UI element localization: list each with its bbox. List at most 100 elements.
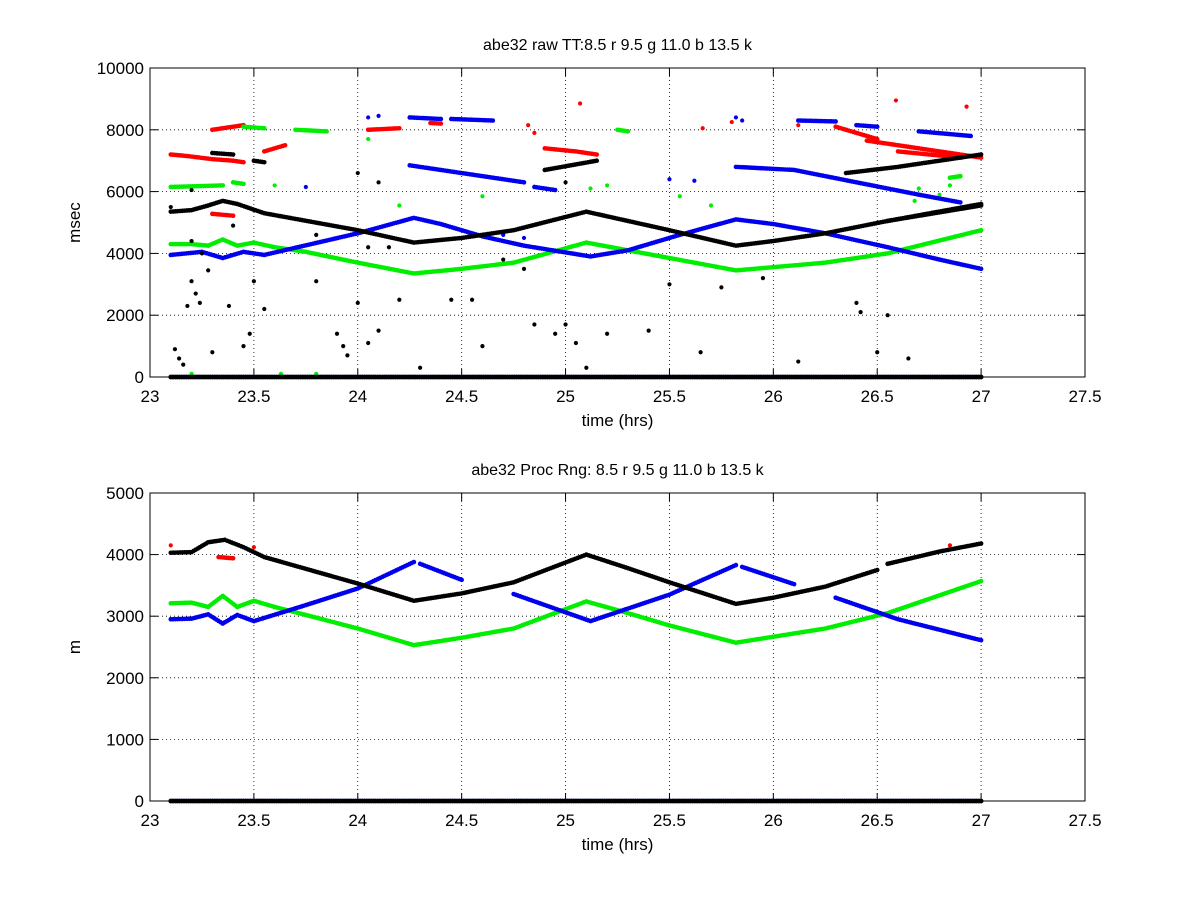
raw-tt-point-r xyxy=(578,101,583,106)
raw-tt-point-k xyxy=(193,291,198,296)
raw-tt-point-k xyxy=(978,203,984,208)
raw-tt-y-tick-label: 0 xyxy=(135,368,144,387)
raw-tt-ylabel: msec xyxy=(65,202,84,243)
raw-tt-point-k xyxy=(469,297,475,302)
raw-tt-point-k xyxy=(199,251,205,256)
raw-tt-point-k xyxy=(501,257,506,262)
proc-rng-x-tick-label: 26.5 xyxy=(861,811,894,830)
proc-rng-plot-area xyxy=(150,493,1085,801)
raw-tt-point-k xyxy=(854,300,859,305)
raw-tt-point-g xyxy=(912,198,917,203)
raw-tt-point-b xyxy=(376,113,381,118)
raw-tt-point-g xyxy=(366,136,371,142)
raw-tt-point-k xyxy=(885,313,890,318)
proc-rng-y-tick-label: 4000 xyxy=(106,546,144,565)
raw-tt-y-tick-label: 6000 xyxy=(106,183,144,202)
raw-tt-point-k xyxy=(189,187,194,193)
raw-tt-x-tick-label: 23.5 xyxy=(237,387,270,406)
raw-tt-point-k xyxy=(251,279,256,284)
raw-tt-y-tick-label: 4000 xyxy=(106,244,144,263)
raw-tt-point-k xyxy=(181,362,186,367)
proc-rng-point-r xyxy=(230,555,236,561)
raw-tt-point-k xyxy=(978,152,984,157)
proc-rng-point-b xyxy=(411,559,417,565)
raw-tt-x-tick-label: 24 xyxy=(348,387,367,406)
raw-tt-point-b xyxy=(552,187,558,193)
raw-tt-point-k xyxy=(314,232,319,237)
raw-tt-point-k xyxy=(334,331,340,336)
raw-tt-point-g xyxy=(397,203,402,208)
proc-rng-x-tick-label: 25 xyxy=(556,811,575,830)
raw-tt-plot-area xyxy=(150,68,1085,377)
proc-rng-x-tick-label: 23 xyxy=(141,811,160,830)
raw-tt-point-g xyxy=(272,183,277,188)
raw-tt-axes-frame xyxy=(149,67,1086,378)
proc-rng-point-r xyxy=(168,543,173,548)
raw-tt-point-b xyxy=(303,184,308,190)
raw-tt-point-r xyxy=(796,123,801,128)
proc-rng-y-tick-label: 2000 xyxy=(106,669,144,688)
raw-tt-point-k xyxy=(584,365,589,370)
raw-tt-point-b xyxy=(968,133,974,139)
raw-tt-x-tick-label: 27.5 xyxy=(1068,387,1101,406)
raw-tt-point-b xyxy=(978,266,984,272)
proc-rng-x-tick-label: 24.5 xyxy=(445,811,478,830)
raw-tt-point-k xyxy=(858,310,863,315)
raw-tt-y-tick-label: 10000 xyxy=(97,59,144,78)
raw-tt-point-k xyxy=(480,344,485,349)
proc-rng-xlabel: time (hrs) xyxy=(582,835,654,854)
raw-tt-point-g xyxy=(220,183,226,188)
proc-rng-x-tick-label: 25.5 xyxy=(653,811,686,830)
raw-tt-point-k xyxy=(176,356,182,361)
raw-tt-point-k xyxy=(241,344,246,349)
raw-tt-point-k xyxy=(189,279,194,284)
raw-tt-point-r xyxy=(230,213,236,219)
proc-rng-point-b xyxy=(791,581,797,587)
raw-tt-point-k xyxy=(397,297,402,302)
raw-tt-point-r xyxy=(532,130,537,135)
raw-tt-point-k xyxy=(341,344,346,349)
proc-rng-axes: abe32 Proc Rng: 8.5 r 9.5 g 11.0 b 13.5 … xyxy=(65,462,1102,854)
raw-tt-point-k xyxy=(667,282,672,287)
raw-tt-point-k xyxy=(230,152,236,157)
raw-tt-point-b xyxy=(833,119,838,124)
raw-tt-point-k xyxy=(355,170,360,176)
raw-tt-x-tick-label: 24.5 xyxy=(445,387,478,406)
raw-tt-point-k xyxy=(376,328,381,333)
raw-tt-point-r xyxy=(594,152,600,157)
raw-tt-point-k xyxy=(210,350,215,355)
raw-tt-point-r xyxy=(526,123,531,128)
raw-tt-point-r xyxy=(241,159,246,165)
raw-tt-point-g xyxy=(958,174,963,179)
raw-tt-point-b xyxy=(521,180,527,185)
raw-tt-point-g xyxy=(916,186,921,191)
raw-tt-point-k xyxy=(355,300,360,305)
raw-tt-point-g xyxy=(324,129,329,134)
raw-tt-point-g xyxy=(677,194,682,199)
raw-tt-point-k xyxy=(698,350,703,355)
raw-tt-title: abe32 raw TT:8.5 r 9.5 g 11.0 b 13.5 k xyxy=(483,37,753,54)
raw-tt-point-r xyxy=(397,125,402,131)
raw-tt-point-b xyxy=(366,115,371,120)
proc-rng-point-b xyxy=(459,577,464,583)
raw-tt-point-g xyxy=(261,125,267,131)
raw-tt-point-k xyxy=(521,266,527,271)
raw-tt-point-k xyxy=(189,238,194,244)
proc-rng-x-tick-label: 26 xyxy=(764,811,783,830)
raw-tt-point-k xyxy=(760,276,766,281)
raw-tt-point-k xyxy=(553,331,558,336)
raw-tt-point-k xyxy=(172,347,178,352)
raw-tt-point-k xyxy=(386,245,392,250)
raw-tt-point-k xyxy=(719,285,724,290)
raw-tt-point-g xyxy=(708,203,714,208)
raw-tt-point-k xyxy=(563,322,568,327)
raw-tt-point-g xyxy=(241,181,246,187)
raw-tt-point-r xyxy=(729,119,734,125)
raw-tt-point-k xyxy=(366,245,371,250)
raw-tt-point-r xyxy=(438,121,444,126)
raw-tt-x-tick-label: 26 xyxy=(764,387,783,406)
proc-rng-x-tick-label: 24 xyxy=(348,811,367,830)
raw-tt-point-b xyxy=(667,177,672,182)
raw-tt-point-k xyxy=(605,331,610,336)
